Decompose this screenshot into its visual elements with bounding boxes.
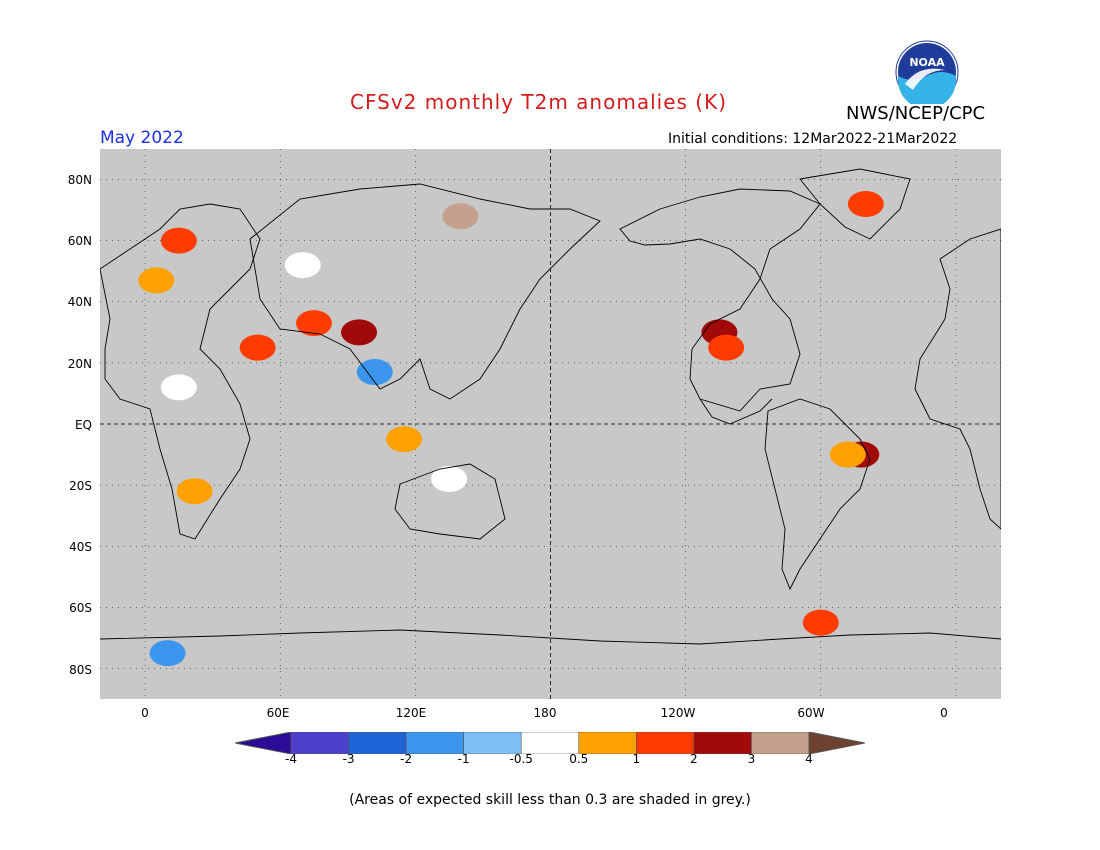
- map-gridlines: [100, 149, 1001, 699]
- colorbar-segment: [463, 732, 522, 754]
- anomaly-scandinavia: [160, 227, 197, 254]
- anomaly-brazil-central: [829, 441, 866, 468]
- noaa-logo: NOAA: [895, 40, 959, 104]
- colorbar-tick: 1: [632, 752, 641, 766]
- anomaly-central-asia: [295, 310, 332, 337]
- colorbar-tick: -3: [342, 752, 355, 766]
- colorbar-segment: [578, 732, 637, 754]
- organization-label: NWS/NCEP/CPC: [846, 103, 986, 124]
- anomaly-indochina: [356, 359, 393, 386]
- lat-label: EQ: [74, 418, 92, 432]
- colorbar-upper-extend: [808, 732, 865, 754]
- colorbar-segment: [405, 732, 464, 754]
- lat-label: 80S: [69, 663, 92, 677]
- anomaly-europe: [138, 267, 175, 294]
- colorbar-tick: 4: [805, 752, 813, 766]
- colorbar-tick: 2: [690, 752, 698, 766]
- anomaly-antarctic-peninsula: [802, 609, 839, 636]
- valid-month: May 2022: [100, 128, 184, 148]
- lat-label: 40S: [69, 540, 92, 554]
- anomaly-regions: [138, 191, 884, 667]
- colorbar-segment: [751, 732, 810, 754]
- colorbar-lower-extend: [235, 732, 292, 754]
- lon-label: 120E: [395, 706, 427, 720]
- anomaly-map: [100, 149, 1001, 699]
- lon-label: 60W: [797, 706, 825, 720]
- colorbar-segment: [290, 732, 349, 754]
- anomaly-indonesia: [386, 426, 423, 453]
- colorbar-tick: 0.5: [569, 752, 589, 766]
- colorbar-segment: [636, 732, 695, 754]
- lat-label: 20N: [67, 357, 92, 371]
- anomaly-us-south: [708, 334, 745, 361]
- anomaly-southern-africa: [176, 478, 213, 505]
- coastlines: [100, 168, 1001, 645]
- colorbar-tick: -1: [457, 752, 470, 766]
- lon-label: 0: [940, 706, 948, 720]
- lon-label: 180: [533, 706, 557, 720]
- colorbar: [235, 732, 865, 754]
- colorbar-segment: [348, 732, 407, 754]
- colorbar-tick: -0.5: [509, 752, 533, 766]
- lat-label: 60N: [67, 234, 92, 248]
- lon-label: 60E: [266, 706, 290, 720]
- colorbar-tick: -2: [400, 752, 413, 766]
- anomaly-antarctica-east: [149, 640, 186, 667]
- colorbar-tick: -4: [285, 752, 297, 766]
- anomaly-mongolia: [284, 252, 321, 279]
- lon-label: 120W: [660, 706, 696, 720]
- colorbar-segment: [693, 732, 752, 754]
- chart-title: CFSv2 monthly T2m anomalies (K): [350, 90, 727, 114]
- initial-conditions: Initial conditions: 12Mar2022-21Mar2022: [668, 131, 958, 147]
- colorbar-segment: [520, 732, 580, 754]
- anomaly-australia-north: [431, 466, 468, 492]
- anomaly-middle-east: [239, 334, 276, 361]
- lon-label: 0: [141, 706, 149, 720]
- lat-label: 40N: [67, 295, 92, 309]
- anomaly-china: [341, 319, 378, 346]
- anomaly-siberia-east: [442, 203, 479, 230]
- logo-text: NOAA: [909, 56, 945, 69]
- anomaly-sahel: [160, 374, 197, 401]
- lat-label: 20S: [69, 479, 92, 493]
- colorbar-tick: 3: [747, 752, 756, 766]
- anomaly-greenland: [847, 191, 884, 217]
- lat-label: 80N: [67, 173, 92, 187]
- lat-label: 60S: [69, 601, 92, 615]
- skill-footnote: (Areas of expected skill less than 0.3 a…: [349, 792, 751, 808]
